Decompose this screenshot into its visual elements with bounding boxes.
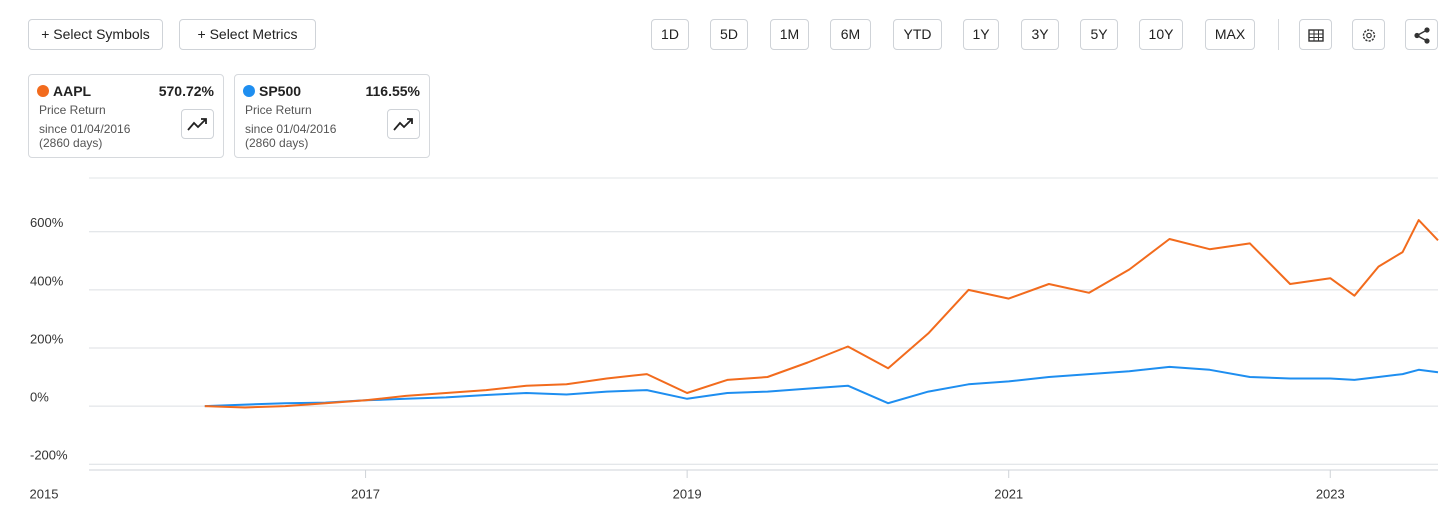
x-tick-label: 2017	[351, 486, 380, 501]
y-tick-label: -200%	[30, 448, 68, 463]
series-line	[204, 219, 1439, 409]
select-button[interactable]: + Select Metrics	[179, 19, 316, 50]
x-tick-label: 2021	[994, 486, 1023, 501]
icon	[393, 118, 413, 131]
period-button[interactable]: 1M	[770, 19, 809, 50]
series-name: SP500	[259, 83, 302, 99]
toolbar-divider	[1278, 19, 1279, 50]
metric-label: Price Return	[245, 103, 312, 117]
x-tick-label: 2023	[1316, 486, 1345, 501]
share-button[interactable]	[1405, 19, 1438, 50]
icon	[1414, 27, 1430, 44]
series-line	[204, 365, 1439, 408]
return-value: 570.72%	[158, 83, 214, 99]
period-button[interactable]: 3Y	[1021, 19, 1059, 50]
period-button[interactable]: 10Y	[1139, 19, 1183, 50]
period-button[interactable]: 1D	[651, 19, 689, 50]
period-button[interactable]: 6M	[830, 19, 871, 50]
table-button[interactable]	[1299, 19, 1332, 50]
metric-card: AAPL 570.72% Price Return since 01/04/2016(…	[28, 74, 224, 158]
return-value: 116.55%	[365, 83, 421, 99]
period-button[interactable]: YTD	[893, 19, 942, 50]
series-dot	[243, 85, 255, 97]
select-button[interactable]: + Select Symbols	[28, 19, 163, 50]
trend-button[interactable]	[387, 109, 420, 139]
x-tick-label: 2019	[673, 486, 702, 501]
period-button[interactable]: 5Y	[1080, 19, 1118, 50]
trend-button[interactable]	[181, 109, 214, 139]
period-button[interactable]: 1Y	[963, 19, 999, 50]
y-tick-label: 600%	[30, 215, 64, 230]
icon	[187, 118, 207, 131]
period-button[interactable]: MAX	[1205, 19, 1255, 50]
x-tick-label: 2015	[30, 486, 59, 501]
y-tick-label: 0%	[30, 390, 49, 405]
day-count: (2860 days)	[39, 136, 103, 150]
y-tick-label: 200%	[30, 331, 64, 346]
icon	[1308, 29, 1324, 42]
y-tick-label: 400%	[30, 273, 64, 288]
day-count: (2860 days)	[245, 136, 309, 150]
period-button[interactable]: 5D	[710, 19, 748, 50]
metric-label: Price Return	[39, 103, 106, 117]
series-name: AAPL	[53, 83, 92, 99]
icon	[1362, 29, 1376, 42]
metric-card: SP500 116.55% Price Return since 01/04/2016…	[234, 74, 430, 158]
since-date: since 01/04/2016	[39, 122, 131, 136]
settings-button[interactable]	[1352, 19, 1385, 50]
series-dot	[37, 85, 49, 97]
since-date: since 01/04/2016	[245, 122, 337, 136]
